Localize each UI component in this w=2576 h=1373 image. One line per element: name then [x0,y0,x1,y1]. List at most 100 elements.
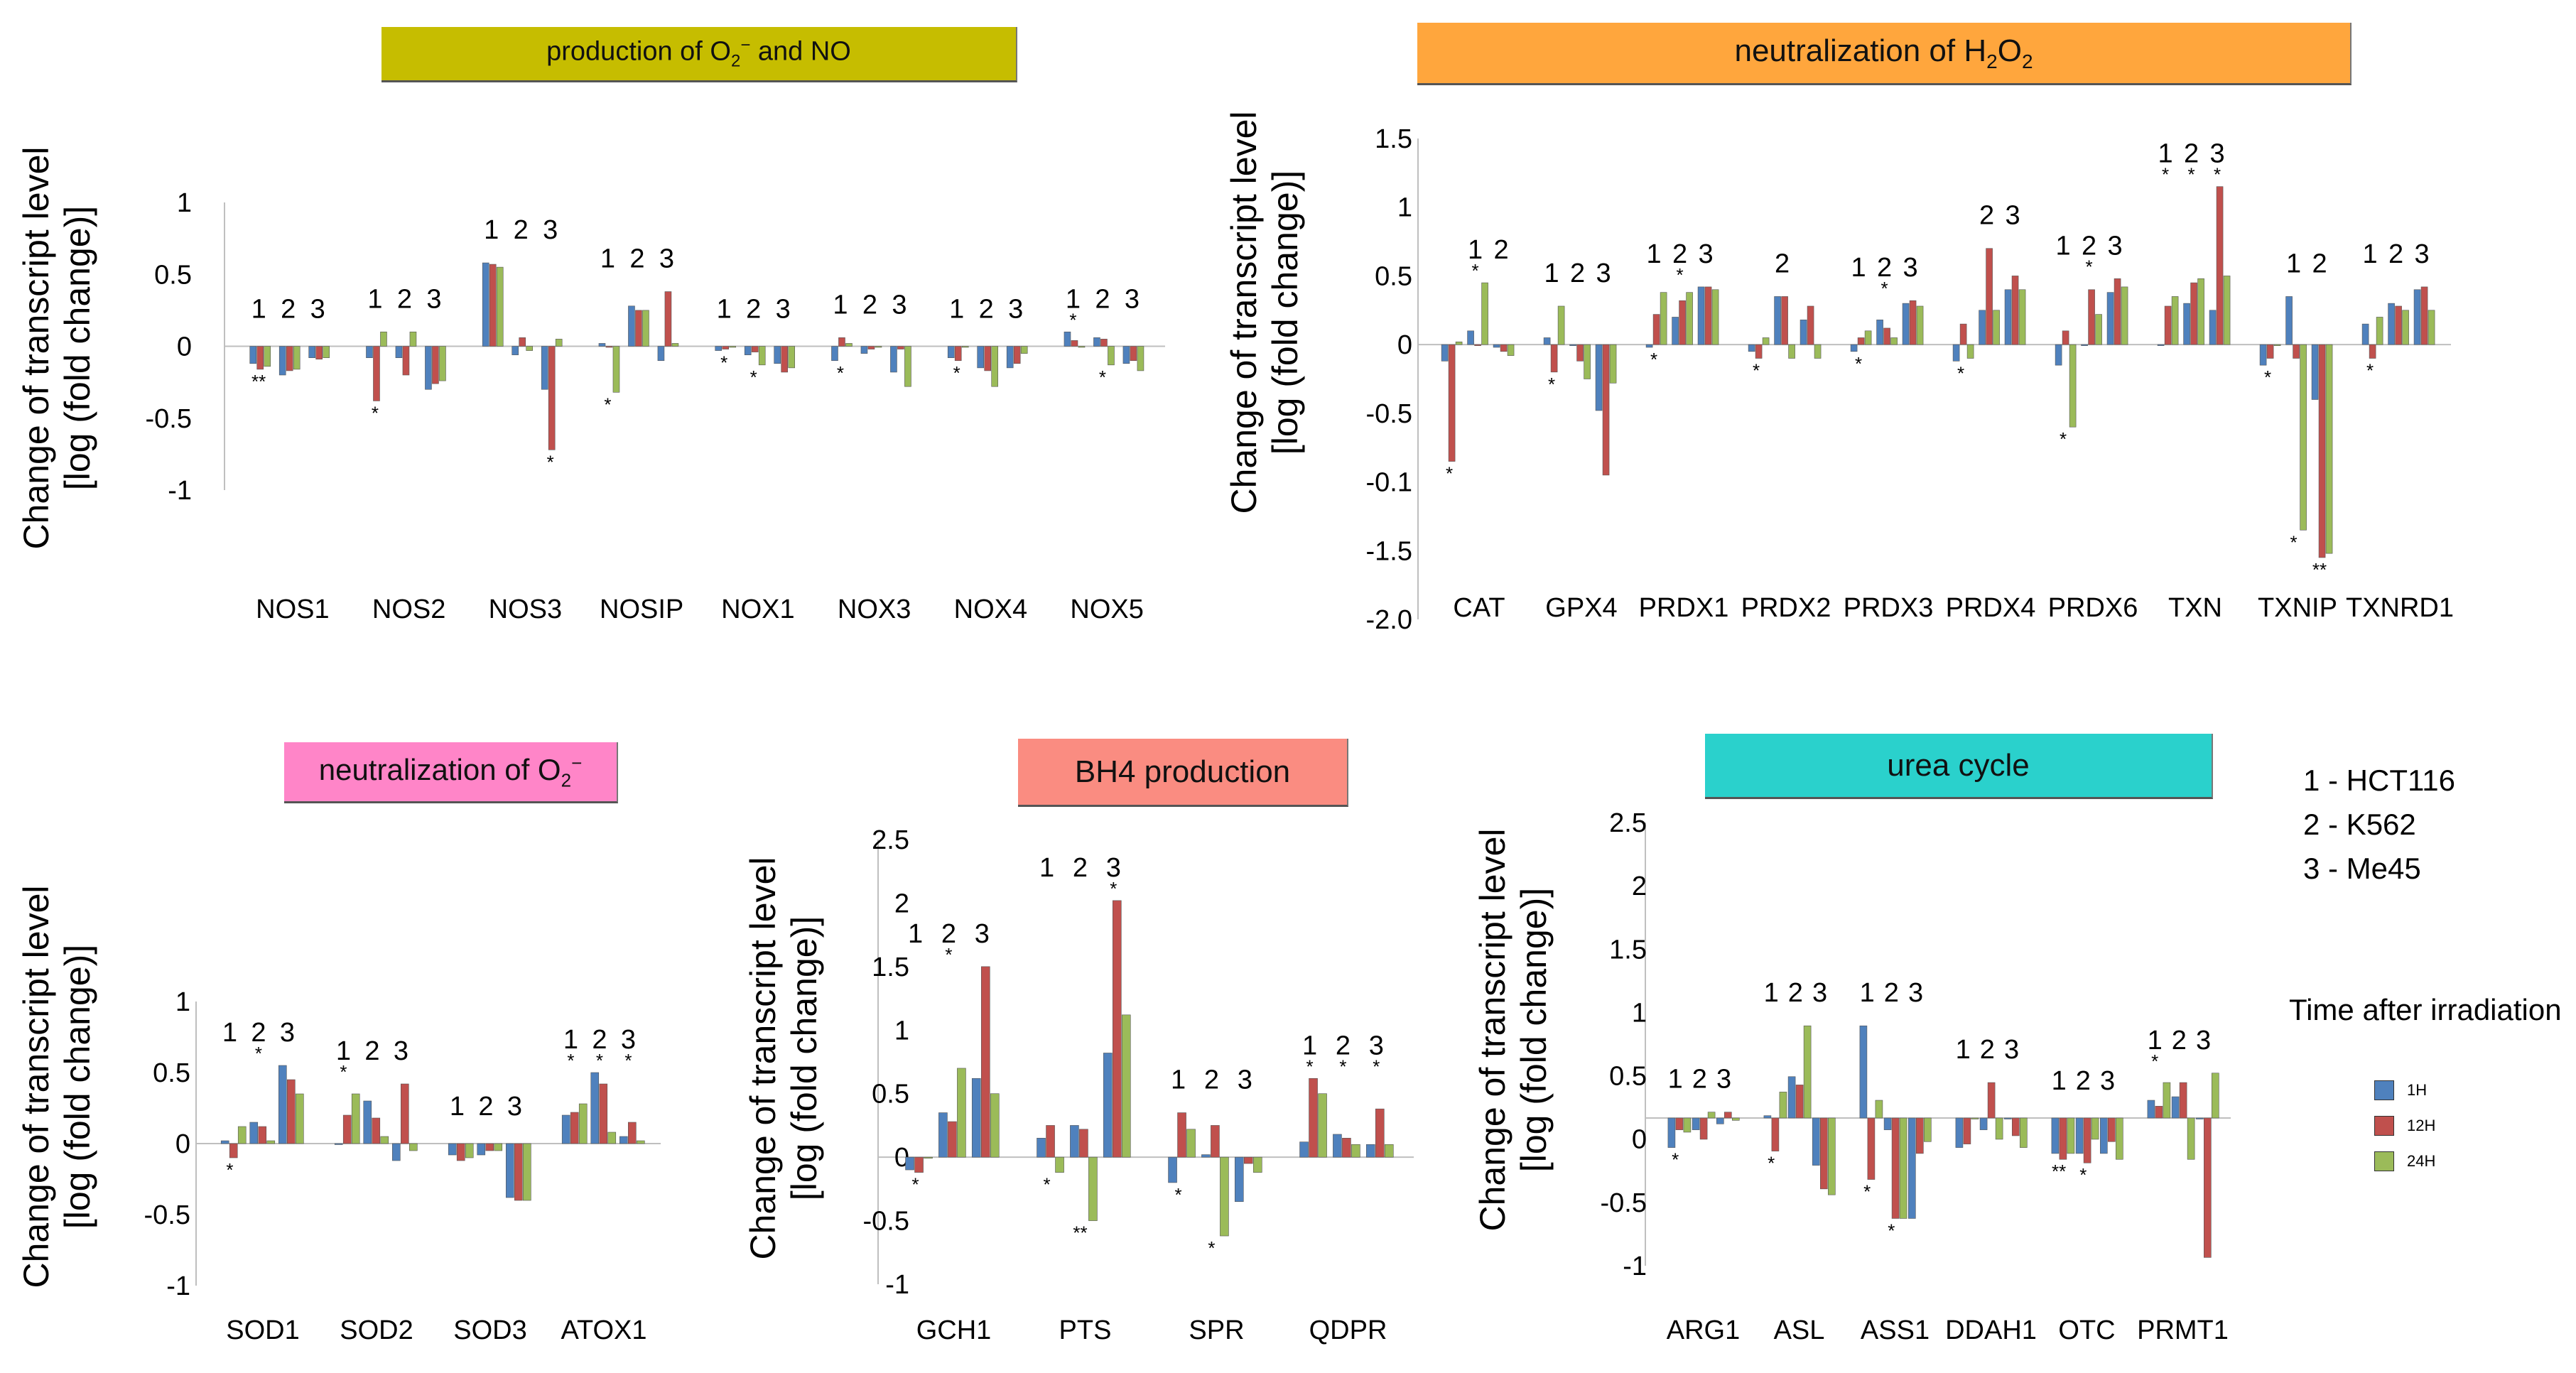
urea-bar [1803,1025,1812,1119]
urea-group-number: 3 [1716,1065,1731,1095]
h2o2-group-number: 1 [1851,253,1866,283]
production-category-label: NOX1 [721,595,794,624]
h2o2-bar [1679,300,1686,345]
production-group-number: 2 [862,290,877,320]
h2o2-bar [2114,278,2121,345]
h2o2-bar [1584,344,1591,379]
h2o2-y-tick-label: -0.1 [1366,468,1412,498]
urea-category-label: ASL [1774,1315,1825,1345]
production-group-number: 2 [281,295,296,325]
h2o2-bar [2095,314,2102,345]
h2o2-y-tick-label: -0.5 [1366,399,1412,429]
production-bar [635,310,642,347]
urea-bar [2067,1117,2075,1154]
h2o2-bar [2121,286,2128,345]
h2o2-bar [2402,310,2409,345]
production-bar [897,346,904,349]
urea-bar [1916,1117,1924,1154]
urea-y-tick-label: 0.5 [1609,1062,1647,1092]
bh4-y-tick-label: 2 [894,889,909,918]
superoxide-significance-mark: * [255,1043,262,1064]
h2o2-bar [1952,344,1960,362]
production-bar [432,346,439,384]
h2o2-significance-mark: * [1548,374,1555,395]
legend-label-24h: 24H [2407,1152,2436,1170]
production-group-number: 2 [514,215,529,245]
production-bar [482,262,489,347]
h2o2-group-number: 2 [2184,139,2199,169]
superoxide-bar [334,1143,343,1145]
production-y-tick-label: 1 [177,188,192,218]
superoxide-bar [278,1065,287,1144]
production-bar [715,346,723,351]
superoxide-bar [400,1083,409,1144]
superoxide-bar [505,1143,514,1198]
h2o2-bar [2190,282,2197,345]
production-bar [249,346,257,364]
h2o2-significance-mark: * [2264,367,2271,388]
h2o2-category-label: TXNRD1 [2346,593,2454,623]
production-bar [875,346,882,348]
h2o2-bar [1807,305,1814,345]
production-bar [961,346,969,348]
h2o2-bar [2062,330,2069,345]
bh4-bar [1333,1134,1342,1158]
production-group-number: 1 [833,290,848,320]
superoxide-significance-mark: * [624,1050,632,1071]
bh4-bar [1211,1125,1220,1158]
production-category-label: NOX3 [838,595,911,624]
urea-group-number: 2 [2076,1066,2091,1096]
banner-h2o2-title: neutralization of H2O2 [1734,33,2033,72]
superoxide-group-number: 2 [364,1036,379,1066]
production-bar [1100,339,1108,347]
production-group-number: 3 [543,215,558,245]
bh4-bar [1177,1112,1186,1158]
h2o2-group-number: 3 [1596,259,1611,288]
h2o2-significance-mark: ** [2312,559,2327,580]
urea-bar [1859,1025,1868,1119]
h2o2-category-label: GPX4 [1545,593,1617,623]
production-bar [1006,346,1014,369]
h2o2-significance-mark: * [2060,428,2067,450]
h2o2-bar [1569,344,1576,346]
h2o2-bar [1959,323,1967,345]
h2o2-group-number: 1 [2055,231,2070,261]
urea-bar [1787,1076,1796,1119]
banner-h2o2: neutralization of H2O2 [1417,23,2352,85]
h2o2-y-tick-label: -2.0 [1366,605,1412,635]
bh4-bar [980,966,990,1158]
h2o2-bar [1909,300,1917,345]
superoxide-bar [607,1131,617,1144]
h2o2-significance-mark: * [1880,278,1888,299]
urea-bar [1987,1082,1996,1119]
h2o2-bar [2004,289,2012,345]
h2o2-bar [2376,317,2383,345]
production-bar [890,346,897,373]
production-bar [722,346,730,349]
urea-group-number: 2 [1980,1035,1995,1065]
h2o2-bar [2369,344,2376,359]
superoxide-bar [494,1143,503,1151]
urea-bar [1891,1117,1900,1219]
bh4-bar [1103,1053,1113,1158]
h2o2-bar [1774,296,1781,345]
production-significance-mark: * [837,362,844,384]
superoxide-bar [258,1126,267,1144]
production-group-number: 1 [949,295,964,325]
bh4-significance-mark: * [945,944,952,965]
urea-significance-mark: * [1888,1220,1895,1241]
superoxide-significance-mark: * [226,1159,233,1181]
h2o2-bar [1890,337,1898,345]
bh4-group-number: 3 [1369,1031,1384,1060]
urea-bar [2204,1117,2212,1258]
superoxide-bar [465,1143,474,1158]
h2o2-bar [1602,344,1610,476]
production-bar [904,346,911,387]
bh4-y-tick-label: 1.5 [872,953,909,982]
urea-group-number: 2 [1692,1065,1707,1095]
banner-urea-title: urea cycle [1887,747,2030,783]
superoxide-bar [266,1140,276,1144]
bh4-group-number: 3 [1106,853,1121,883]
h2o2-bar [2266,344,2274,359]
urea-significance-mark: * [1672,1149,1679,1171]
